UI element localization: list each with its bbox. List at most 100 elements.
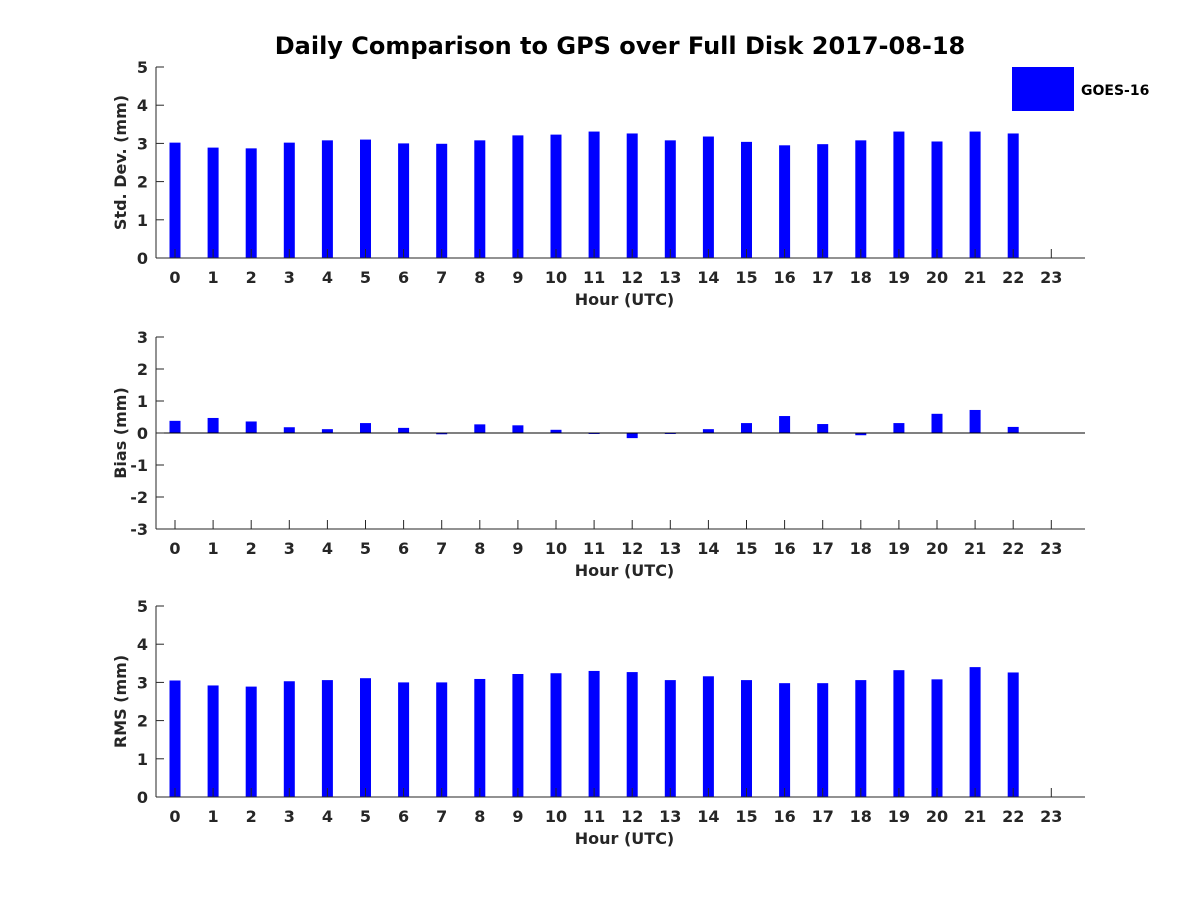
rms-bar-hour-0 [169, 680, 181, 797]
std-dev-x-tick-label: 8 [474, 268, 485, 287]
bias-y-tick-label: 3 [137, 328, 148, 347]
std-dev-bar-hour-13 [664, 140, 676, 258]
std-dev-y-tick-label: 4 [137, 96, 148, 115]
rms-x-tick-label: 9 [512, 807, 523, 826]
std-dev-bar-hour-0 [169, 142, 181, 258]
bias-bar-hour-8 [474, 424, 486, 433]
rms-bar-hour-7 [436, 682, 448, 797]
bias-bar-hour-1 [207, 417, 219, 433]
rms-x-tick-label: 15 [735, 807, 757, 826]
bias-bar-hour-7 [436, 433, 448, 435]
bias-x-tick-label: 20 [926, 539, 948, 558]
std-dev-x-tick-label: 14 [697, 268, 719, 287]
legend: GOES-16 [1012, 67, 1149, 111]
std-dev-bar-hour-7 [436, 143, 448, 258]
bias-x-tick-label: 9 [512, 539, 523, 558]
rms-x-axis-label: Hour (UTC) [575, 829, 675, 848]
bias-x-tick-label: 7 [436, 539, 447, 558]
bias-y-tick-label: 2 [137, 360, 148, 379]
std-dev-x-tick-label: 3 [284, 268, 295, 287]
bias-x-tick-label: 19 [888, 539, 910, 558]
rms-bar-hour-6 [398, 682, 410, 797]
std-dev-x-tick-label: 9 [512, 268, 523, 287]
std-dev-x-tick-label: 11 [583, 268, 605, 287]
bias-x-tick-label: 21 [964, 539, 986, 558]
std-dev-bar-hour-3 [283, 142, 295, 258]
bias-bar-hour-2 [245, 421, 257, 433]
bias-x-tick-label: 14 [697, 539, 719, 558]
std-dev-bar-hour-9 [512, 135, 524, 258]
bias-y-tick-label: 1 [137, 392, 148, 411]
std-dev-x-tick-label: 21 [964, 268, 986, 287]
rms-bar-hour-5 [360, 678, 371, 797]
bias-x-tick-label: 5 [360, 539, 371, 558]
rms-bar-hour-10 [550, 673, 562, 797]
rms-bar-hour-3 [283, 681, 295, 797]
rms-bar-hour-11 [588, 670, 600, 797]
bias-y-tick-label: 0 [137, 424, 148, 443]
rms-x-tick-label: 3 [284, 807, 295, 826]
bias-x-tick-label: 18 [850, 539, 872, 558]
std-dev-x-tick-label: 2 [246, 268, 257, 287]
std-dev-x-tick-label: 1 [208, 268, 219, 287]
rms-x-tick-label: 7 [436, 807, 447, 826]
rms-x-tick-label: 20 [926, 807, 948, 826]
bias-bar-hour-22 [1007, 426, 1019, 433]
legend-swatch [1012, 67, 1074, 111]
std-dev-x-tick-label: 15 [735, 268, 757, 287]
rms-bar-hour-12 [626, 672, 638, 797]
rms-x-tick-label: 4 [322, 807, 333, 826]
bias-bar-hour-21 [969, 409, 981, 433]
rms-bar-hour-22 [1007, 672, 1019, 797]
std-dev-bar-hour-14 [702, 136, 714, 258]
rms-bar-hour-19 [893, 670, 905, 797]
bias-bar-hour-0 [169, 420, 181, 433]
rms-x-tick-label: 22 [1002, 807, 1024, 826]
bias-x-tick-label: 6 [398, 539, 409, 558]
bias-bar-hour-16 [779, 416, 791, 433]
std-dev-x-tick-label: 10 [545, 268, 567, 287]
std-dev-x-tick-label: 18 [850, 268, 872, 287]
rms-x-tick-label: 11 [583, 807, 605, 826]
bias-x-tick-label: 1 [208, 539, 219, 558]
rms-bar-hour-8 [474, 678, 486, 797]
bias-bar-hour-19 [893, 423, 905, 433]
legend-label: GOES-16 [1081, 83, 1149, 99]
bias-bar-hour-20 [931, 413, 943, 433]
rms-bar-hour-13 [664, 680, 676, 797]
rms-x-tick-label: 13 [659, 807, 681, 826]
std-dev-x-tick-label: 19 [888, 268, 910, 287]
bias-y-tick-label: -1 [130, 456, 148, 475]
std-dev-x-tick-label: 20 [926, 268, 948, 287]
bias-bar-hour-18 [855, 433, 867, 436]
rms-x-tick-label: 18 [850, 807, 872, 826]
bias-x-axis-label: Hour (UTC) [575, 561, 675, 580]
bias-x-tick-label: 4 [322, 539, 333, 558]
std-dev-bar-hour-2 [245, 148, 257, 258]
bias-x-tick-label: 22 [1002, 539, 1024, 558]
rms-bar-hour-16 [779, 683, 791, 797]
std-dev-x-tick-label: 22 [1002, 268, 1024, 287]
bias-y-tick-label: -2 [130, 488, 148, 507]
rms-bar-hour-1 [207, 685, 219, 797]
bias-bar-hour-3 [283, 427, 295, 433]
rms-x-tick-label: 23 [1040, 807, 1062, 826]
bias-bar-hour-5 [360, 423, 371, 433]
std-dev-bar-hour-20 [931, 141, 943, 258]
rms-bar-hour-2 [245, 686, 257, 797]
rms-bar-hour-20 [931, 679, 943, 797]
rms-x-tick-label: 5 [360, 807, 371, 826]
bias-bar-hour-14 [702, 429, 714, 433]
std-dev-y-tick-label: 2 [137, 173, 148, 192]
rms-y-tick-label: 2 [137, 712, 148, 731]
bias-x-tick-label: 0 [169, 539, 180, 558]
bias-x-tick-label: 16 [773, 539, 795, 558]
rms-x-tick-label: 2 [246, 807, 257, 826]
std-dev-y-tick-label: 0 [137, 249, 148, 268]
rms-bar-hour-9 [512, 673, 524, 797]
bias-x-tick-label: 3 [284, 539, 295, 558]
std-dev-bar-hour-12 [626, 133, 638, 258]
bias-y-tick-label: -3 [130, 520, 148, 539]
rms-x-tick-label: 14 [697, 807, 719, 826]
